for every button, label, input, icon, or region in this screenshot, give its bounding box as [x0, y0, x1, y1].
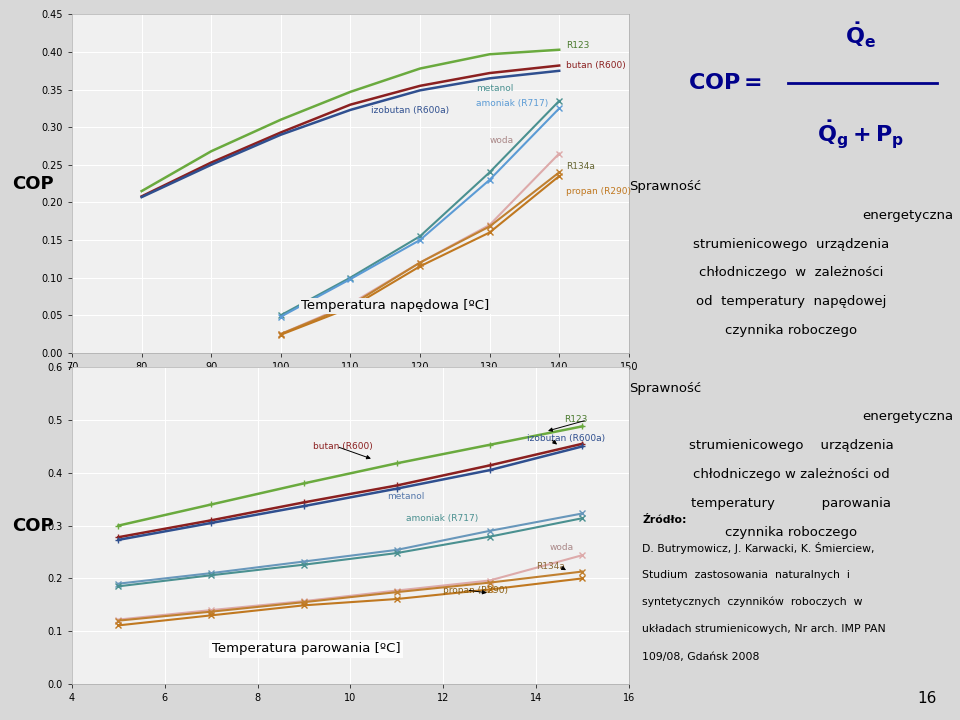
- Text: R123: R123: [566, 42, 589, 50]
- Text: 109/08, Gdańsk 2008: 109/08, Gdańsk 2008: [642, 652, 759, 662]
- Text: butan (R600): butan (R600): [313, 442, 373, 451]
- Text: $\mathbf{\dot{Q}_e}$: $\mathbf{\dot{Q}_e}$: [845, 22, 876, 50]
- Text: COP: COP: [12, 517, 54, 534]
- Text: propan (R290): propan (R290): [566, 186, 631, 196]
- Text: energetyczna: energetyczna: [862, 209, 953, 222]
- Text: metanol: metanol: [476, 84, 513, 93]
- Text: amoniak (R717): amoniak (R717): [476, 99, 548, 107]
- Text: R134a: R134a: [536, 562, 564, 571]
- Text: czynnika roboczego: czynnika roboczego: [725, 526, 857, 539]
- Text: strumienicowego  urządzenia: strumienicowego urządzenia: [693, 238, 889, 251]
- Text: butan (R600): butan (R600): [566, 61, 626, 70]
- Text: woda: woda: [550, 544, 574, 552]
- Text: chłodniczego w zależności od: chłodniczego w zależności od: [693, 468, 890, 481]
- Text: metanol: metanol: [388, 492, 425, 501]
- Text: strumienicowego    urządzenia: strumienicowego urządzenia: [688, 439, 894, 452]
- Text: R123: R123: [564, 415, 588, 425]
- Text: układach strumienicowych, Nr arch. IMP PAN: układach strumienicowych, Nr arch. IMP P…: [642, 624, 886, 634]
- Text: COP: COP: [12, 175, 54, 192]
- Text: Temperatura napędowa [ºC]: Temperatura napędowa [ºC]: [300, 300, 489, 312]
- Text: Sprawność: Sprawność: [629, 180, 701, 193]
- Text: chłodniczego  w  zależności: chłodniczego w zależności: [699, 266, 883, 279]
- Text: D. Butrymowicz, J. Karwacki, K. Śmierciew,: D. Butrymowicz, J. Karwacki, K. Śmiercie…: [642, 542, 875, 554]
- Text: temperatury           parowania: temperatury parowania: [691, 497, 891, 510]
- Text: izobutan (R600a): izobutan (R600a): [372, 106, 449, 115]
- Text: energetyczna: energetyczna: [862, 410, 953, 423]
- Text: Źródło:: Źródło:: [642, 515, 686, 525]
- Text: woda: woda: [490, 136, 514, 145]
- Text: Studium  zastosowania  naturalnych  i: Studium zastosowania naturalnych i: [642, 570, 850, 580]
- Text: Temperatura parowania [ºC]: Temperatura parowania [ºC]: [211, 642, 400, 655]
- Text: $\mathbf{\dot{Q}_g + P_p}$: $\mathbf{\dot{Q}_g + P_p}$: [817, 119, 904, 151]
- Text: czynnika roboczego: czynnika roboczego: [725, 324, 857, 337]
- Text: amoniak (R717): amoniak (R717): [406, 514, 478, 523]
- Text: izobutan (R600a): izobutan (R600a): [527, 434, 605, 443]
- Text: Sprawność: Sprawność: [629, 382, 701, 395]
- Text: syntetycznych  czynników  roboczych  w: syntetycznych czynników roboczych w: [642, 597, 862, 608]
- Text: 16: 16: [917, 690, 937, 706]
- Text: $\mathbf{COP =}$: $\mathbf{COP =}$: [688, 73, 762, 93]
- Text: R134a: R134a: [566, 162, 595, 171]
- Text: od  temperatury  napędowej: od temperatury napędowej: [696, 295, 886, 308]
- Text: propan (R290): propan (R290): [444, 585, 508, 595]
